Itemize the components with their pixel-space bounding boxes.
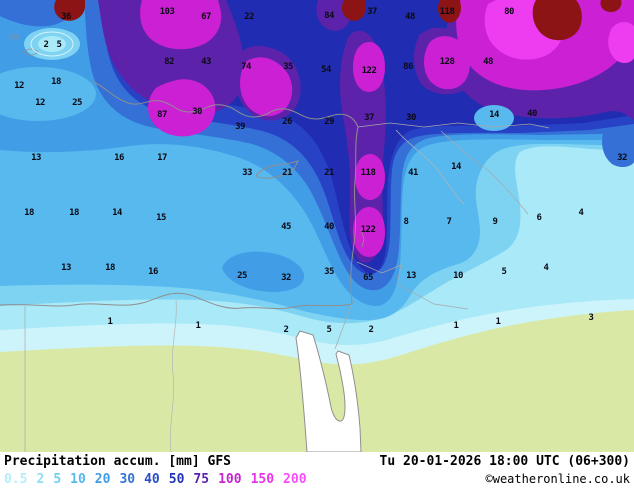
red-spot-5 (600, 0, 622, 12)
legend-scale: 0.5 2 5 10 20 30 40 50 75 100 150 200 (4, 472, 307, 487)
map-footer: Precipitation accum. [mm] GFS Tu 20-01-2… (0, 452, 634, 490)
legend-value: 40 (144, 472, 160, 487)
contour-ring (30, 31, 74, 57)
footer-row-top: Precipitation accum. [mm] GFS Tu 20-01-2… (4, 454, 630, 469)
map-datetime: Tu 20-01-2026 18:00 UTC (06+300) (379, 454, 630, 469)
light-notch-east (474, 105, 514, 131)
magenta-blob-g (424, 36, 471, 90)
magenta-column-low (353, 207, 385, 257)
turkey-coast (93, 81, 359, 128)
footer-row-bottom: 0.5 2 5 10 20 30 40 50 75 100 150 200 ©weatheronlin… (4, 472, 630, 487)
magenta-blob-b (147, 79, 216, 137)
legend-value: 150 (250, 472, 275, 487)
legend-value: 20 (94, 472, 111, 487)
precip-edge-30 (602, 128, 634, 168)
nile-river (170, 299, 177, 452)
egypt-coast (0, 292, 353, 310)
precip-200-spots (54, 0, 622, 41)
precip-lobe-20 (222, 251, 305, 292)
legend-value: 2 (36, 472, 45, 487)
light-trough-west (0, 67, 96, 121)
magenta-blob-a (140, 0, 222, 50)
red-spot-2 (342, 0, 366, 21)
legend-value: 200 (283, 472, 307, 487)
israel-egypt-border (334, 303, 353, 350)
red-spot-1 (54, 0, 85, 21)
light-patch-ring-inner (38, 36, 66, 52)
magenta-column-mid (355, 154, 385, 200)
copyright-text: ©weatheronline.co.uk (485, 472, 631, 486)
jordan-saudi-border (356, 261, 469, 310)
dead-sea (360, 229, 365, 248)
red-spot-4 (532, 0, 582, 41)
red-sea (295, 330, 362, 452)
legend-value: 100 (218, 472, 242, 487)
red-spot-3 (438, 0, 461, 23)
precip-light-patches (0, 28, 514, 131)
island-squiggle-2 (9, 34, 20, 40)
turkey-syria-border (357, 122, 550, 129)
levant-coast (350, 126, 359, 305)
legend-value: 5 (53, 472, 62, 487)
legend-value: 0.5 (4, 472, 28, 487)
legend-value: 10 (70, 472, 86, 487)
legend-value: 50 (168, 472, 185, 487)
precipitation-field-svg (0, 0, 634, 452)
legend-value: 75 (193, 472, 210, 487)
syria-iraq-border (440, 130, 529, 215)
island-squiggle-1 (23, 48, 39, 56)
euphrates-river (395, 129, 465, 205)
magenta-column-top (353, 42, 385, 92)
coastlines (0, 31, 365, 310)
legend-value: 30 (119, 472, 136, 487)
magenta-blob-c (240, 57, 293, 117)
borders (24, 122, 550, 452)
precipitation-map: 36 103 67 22 84 37 48 118 80 2 5 82 43 74 35 54 122 86 128… (0, 0, 634, 452)
bright-core-edge (608, 22, 634, 64)
map-title: Precipitation accum. [mm] GFS (4, 454, 231, 469)
cyprus-island (255, 160, 299, 179)
